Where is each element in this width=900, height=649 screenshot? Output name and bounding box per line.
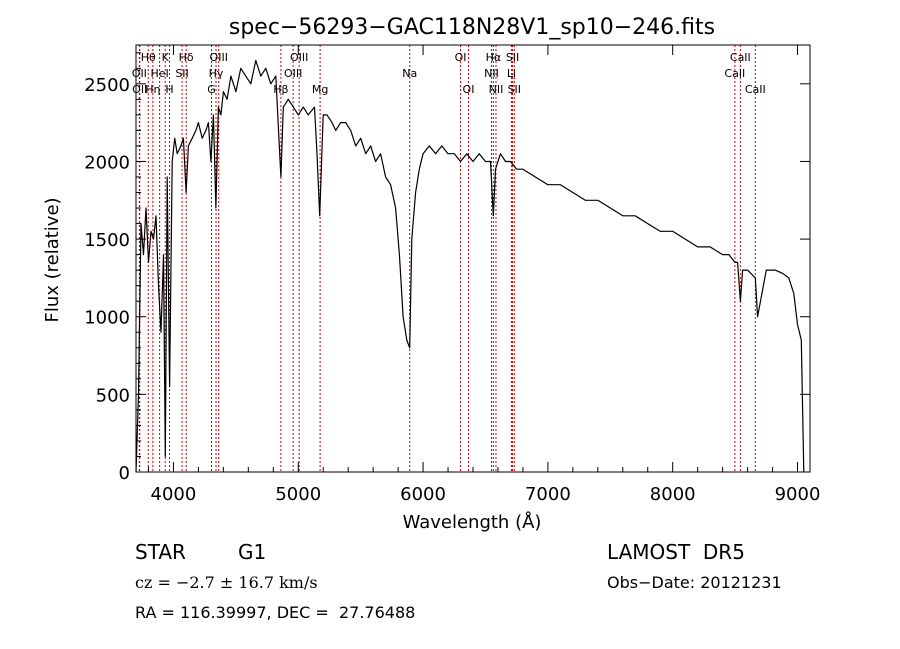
line-marker-label: SII [508,83,521,96]
line-marker-label: Hβ [273,83,288,96]
line-marker-label: OIII [290,51,308,64]
redshift-readout: cz = −2.7 ± 16.7 km/s [135,573,318,592]
line-marker-label: Hγ [209,67,224,80]
observation-date: Obs−Date: 20121231 [607,573,782,592]
line-marker-label: OIII [284,67,302,80]
line-marker-label: CaII [724,67,745,80]
x-axis: 4000 5000 6000 7000 8000 9000 [147,45,821,505]
line-marker-label: Hθ [141,51,156,64]
line-marker-label: SII [506,51,519,64]
line-marker-label: G [207,83,216,96]
x-tick-label: 4000 [151,484,197,505]
spectrum-line [135,59,805,473]
object-class: STAR [135,540,186,564]
x-tick-label: 8000 [650,484,696,505]
line-marker-label: OI [463,83,475,96]
chart-title: spec−56293−GAC118N28V1_sp10−246.fits [229,15,715,40]
y-axis-label: Flux (relative) [42,197,63,322]
y-tick-label: 0 [119,463,130,484]
line-marker-label: OII [132,67,147,80]
x-axis-label: Wavelength (Å) [403,511,542,533]
coordinates-readout: RA = 116.39997, DEC = 27.76488 [135,603,416,622]
y-tick-label: 2500 [84,75,130,96]
y-tick-label: 500 [96,385,130,406]
line-marker-label: Mg [312,83,328,96]
x-tick-label: 7000 [525,484,571,505]
line-marker-label: Hδ [179,51,194,64]
spectral-line-markers [138,45,756,472]
line-marker-label: CaII [745,83,766,96]
y-axis: 0 500 1000 1500 2000 2500 [84,52,810,484]
plot-frame [135,44,811,473]
x-tick-label: 6000 [400,484,446,505]
line-marker-label: Li [507,67,516,80]
line-marker-label: Na [402,67,417,80]
line-marker-label: Hη [145,83,160,96]
object-subclass: G1 [238,540,267,564]
line-marker-label: HeI [150,67,168,80]
line-marker-label: Hα [486,51,502,64]
x-tick-label: 5000 [275,484,321,505]
line-marker-label: NII [489,83,504,96]
line-marker-label: NII [484,67,499,80]
line-marker-label: H [165,83,173,96]
x-tick-label: 9000 [775,484,821,505]
y-tick-label: 1000 [84,308,130,329]
y-tick-label: 1500 [84,230,130,251]
y-tick-label: 2000 [84,152,130,173]
line-marker-label: SII [175,67,188,80]
line-marker-label: K [162,51,170,64]
line-marker-label: OIII [210,51,228,64]
line-marker-label: CaII [730,51,751,64]
line-marker-label: OI [455,51,467,64]
spectrum-chart: spec−56293−GAC118N28V1_sp10−246.fits Hθ O… [42,15,821,533]
survey-release: LAMOST DR5 [607,540,745,564]
